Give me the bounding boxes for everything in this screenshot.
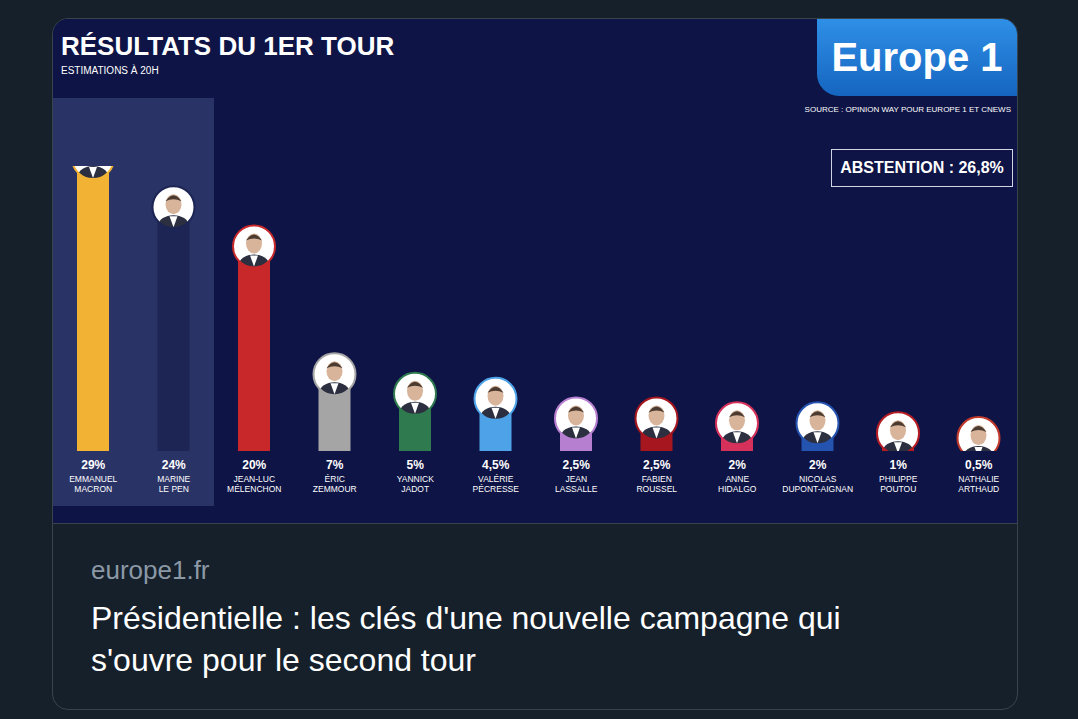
- svg-text:VALÉRIE: VALÉRIE: [478, 474, 514, 484]
- html-text:ESTIMATIONS À 20H: ESTIMATIONS À 20H: [61, 65, 159, 76]
- svg-text:HIDALGO: HIDALGO: [718, 484, 757, 494]
- svg-text:2%: 2%: [809, 458, 827, 472]
- svg-text:ZEMMOUR: ZEMMOUR: [313, 484, 357, 494]
- html-text:Europe 1: Europe 1: [831, 35, 1003, 79]
- svg-text:MACRON: MACRON: [74, 484, 112, 494]
- svg-text:PHILIPPE: PHILIPPE: [879, 474, 918, 484]
- svg-text:NATHALIE: NATHALIE: [958, 474, 999, 484]
- html-text:Présidentielle : les clés d'un: Présidentielle : les clés d'une nouvelle…: [91, 600, 841, 678]
- svg-text:24%: 24%: [162, 458, 186, 472]
- svg-text:20%: 20%: [242, 458, 266, 472]
- svg-text:ARTHAUD: ARTHAUD: [958, 484, 999, 494]
- svg-text:2%: 2%: [729, 458, 747, 472]
- svg-text:MARINE: MARINE: [157, 474, 190, 484]
- svg-text:POUTOU: POUTOU: [880, 484, 916, 494]
- svg-text:ANNE: ANNE: [725, 474, 749, 484]
- html-text:SOURCE : OPINION WAY POUR EURO: SOURCE : OPINION WAY POUR EUROPE 1 ET CN…: [804, 105, 1011, 114]
- html-text:ABSTENTION : 26,8%: ABSTENTION : 26,8%: [840, 159, 1004, 176]
- svg-text:DUPONT-AIGNAN: DUPONT-AIGNAN: [782, 484, 853, 494]
- svg-text:PÉCRESSE: PÉCRESSE: [473, 484, 520, 494]
- svg-text:0,5%: 0,5%: [965, 458, 993, 472]
- svg-text:YANNICK: YANNICK: [397, 474, 434, 484]
- svg-text:4,5%: 4,5%: [482, 458, 510, 472]
- svg-text:JEAN-LUC: JEAN-LUC: [233, 474, 275, 484]
- svg-text:EMMANUEL: EMMANUEL: [69, 474, 117, 484]
- svg-text:ÉRIC: ÉRIC: [325, 474, 345, 484]
- svg-text:1%: 1%: [890, 458, 908, 472]
- svg-text:LE PEN: LE PEN: [159, 484, 189, 494]
- svg-text:ROUSSEL: ROUSSEL: [636, 484, 677, 494]
- svg-text:JADOT: JADOT: [401, 484, 429, 494]
- svg-text:5%: 5%: [407, 458, 425, 472]
- svg-text:2,5%: 2,5%: [643, 458, 671, 472]
- html-text:RÉSULTATS DU 1ER TOUR: RÉSULTATS DU 1ER TOUR: [61, 31, 395, 61]
- svg-text:FABIEN: FABIEN: [642, 474, 672, 484]
- svg-text:LASSALLE: LASSALLE: [555, 484, 598, 494]
- svg-text:2,5%: 2,5%: [563, 458, 591, 472]
- svg-text:29%: 29%: [81, 458, 105, 472]
- svg-text:7%: 7%: [326, 458, 344, 472]
- svg-text:JEAN: JEAN: [565, 474, 587, 484]
- svg-text:NICOLAS: NICOLAS: [799, 474, 837, 484]
- svg-text:MÉLENCHON: MÉLENCHON: [227, 484, 281, 494]
- html-text:europe1.fr: europe1.fr: [91, 555, 210, 585]
